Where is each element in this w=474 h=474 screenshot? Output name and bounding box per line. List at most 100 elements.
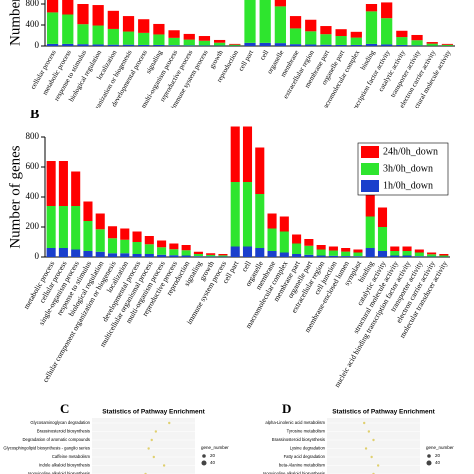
bar-segment [230, 126, 240, 182]
bar-segment [144, 254, 154, 257]
bar-segment [107, 28, 119, 45]
bar-segment [132, 231, 142, 242]
legend-label: 1h/0h_down [383, 180, 433, 191]
bar-segment [365, 189, 375, 217]
bar-segment [414, 249, 424, 253]
bar-segment [181, 250, 191, 256]
bar-segment [365, 248, 375, 257]
bar-segment [441, 44, 454, 46]
y-tick-label: Indole alkaloid biosynthesis [39, 463, 90, 468]
bar-segment [255, 147, 265, 194]
bar-segment [396, 37, 408, 45]
bar-segment [122, 16, 135, 32]
y-tick-label: Brassinosteroid biosynthesis [37, 429, 90, 434]
bar-segment [267, 228, 277, 251]
bar-segment [441, 43, 454, 45]
bar-segment [305, 19, 317, 32]
bar-segment [46, 161, 56, 206]
y-tick-label: 0 [35, 251, 40, 261]
bar-segment [181, 245, 191, 251]
bar-segment [120, 228, 130, 240]
bar-segment [46, 206, 56, 248]
bar-segment [77, 24, 89, 45]
bar-segment [153, 44, 165, 46]
bar-segment [168, 45, 180, 46]
bar-segment [353, 256, 363, 257]
bar-segment [341, 251, 351, 257]
y-tick-label: Degradation of aromatic compounds [22, 437, 90, 442]
bar-segment [414, 256, 424, 257]
legend-title: gene_number [201, 445, 229, 450]
bar-segment [218, 254, 228, 256]
y-tick-label: alpha-Linolenic acid metabolism [265, 420, 325, 425]
y-tick-label: 400 [26, 19, 40, 29]
legend-title: gene_number [426, 445, 454, 450]
bar-segment [181, 255, 191, 257]
bar-segment [350, 37, 362, 45]
point [150, 438, 153, 442]
bar-segment [183, 39, 195, 46]
bar-segment [377, 251, 388, 257]
bar-segment [381, 2, 393, 19]
legend-label: 40 [210, 460, 216, 465]
bar-segment [341, 248, 351, 252]
bar-segment [230, 182, 240, 247]
bar-segment [304, 239, 314, 246]
bar-segment [279, 231, 289, 253]
y-axis-label: Number of genes [7, 145, 23, 248]
bar-segment [292, 254, 302, 257]
bar-segment [193, 256, 203, 257]
bar-segment [58, 206, 68, 248]
bar-segment [365, 11, 378, 44]
bar-segment [414, 252, 424, 257]
y-tick-label: beta-Alanine metabolism [279, 463, 326, 468]
bar-segment [255, 248, 265, 257]
bar-segment [138, 32, 150, 45]
bar-segment [320, 34, 332, 45]
x-tick-label: cell [258, 49, 270, 62]
bar-segment [390, 255, 400, 257]
bar-segment [206, 256, 216, 257]
bar-segment [320, 26, 332, 35]
bar-segment [92, 5, 104, 26]
bar-segment [267, 213, 277, 229]
bar-segment [426, 42, 438, 44]
bar-segment [122, 44, 135, 46]
panel-label: B [30, 107, 39, 122]
bar-segment [107, 10, 119, 29]
bar-segment [402, 255, 412, 257]
bar-segment [259, 42, 271, 46]
bar-segment [77, 4, 89, 25]
point [372, 438, 375, 442]
bar-segment [218, 255, 228, 257]
bar-segment [169, 249, 179, 256]
bar-segment [305, 44, 317, 46]
panel-d: D Statistics of Pathway Enrichment alpha-L… [263, 401, 454, 474]
legend-swatch [361, 180, 379, 192]
bar-segment [396, 30, 408, 38]
y-tick-label: 800 [26, 0, 40, 8]
y-tick-label: Glycosphingolipid biosynthesis - ganglio… [3, 446, 90, 451]
bar-segment [381, 44, 393, 46]
bar-segment [396, 44, 408, 46]
bar-segment [107, 253, 118, 257]
bar-segment [214, 42, 226, 46]
bar-segment [71, 249, 81, 257]
y-tick-label: 0 [35, 40, 40, 50]
legend-label: 20 [435, 453, 441, 458]
bar-segment [58, 248, 68, 257]
bar-segment [320, 44, 332, 46]
bar-segment [292, 234, 302, 244]
bar-segment [46, 248, 56, 257]
bar-segment [46, 0, 59, 13]
bar-segment [77, 44, 89, 46]
panel-c: C Statistics of Pathway Enrichment Glycosa… [3, 401, 229, 474]
bar-segment [230, 246, 240, 257]
bar-segment [62, 0, 74, 15]
y-tick-label: Lysine degradation [290, 446, 326, 451]
bar-segment [92, 44, 104, 46]
bar-segment [365, 43, 378, 46]
bar-segment [107, 238, 118, 254]
bar-segment [274, 43, 286, 46]
